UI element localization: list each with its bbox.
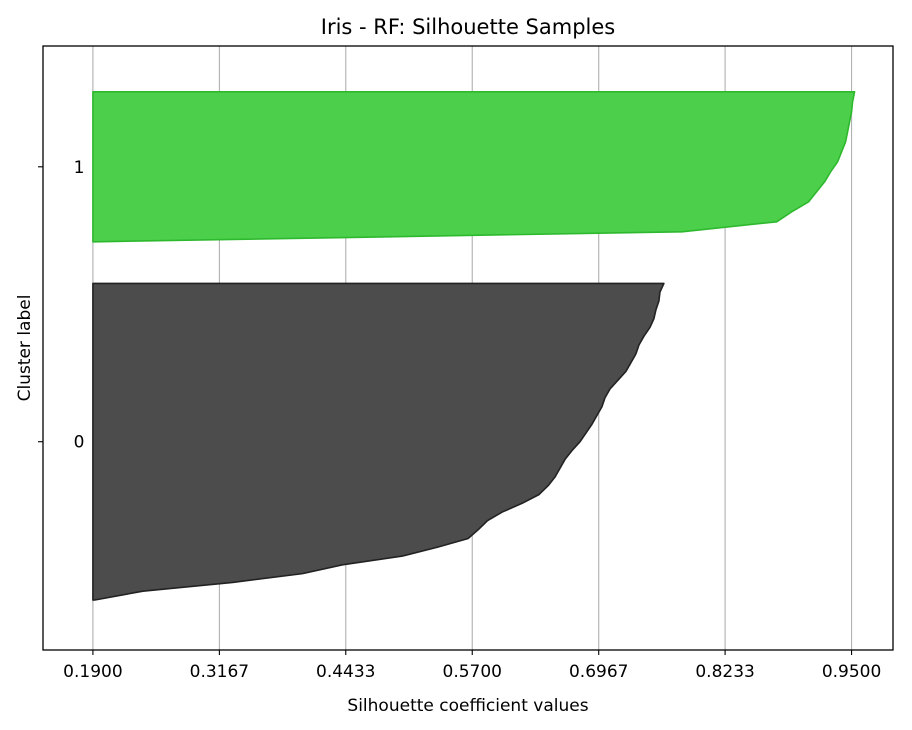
cluster-label: 1 <box>74 158 85 178</box>
x-tick-label: 0.3167 <box>190 662 249 682</box>
plot-frame <box>42 45 894 651</box>
cluster-1-fill <box>92 91 856 243</box>
x-tick-label: 0.4433 <box>316 662 375 682</box>
chart-title: Iris - RF: Silhouette Samples <box>321 15 615 39</box>
x-axis-label: Silhouette coefficient values <box>347 696 588 716</box>
y-axis-ticks: 01 <box>38 158 84 453</box>
x-axis-ticks: 0.1900 0.3167 0.4433 0.5700 0.6967 0.8233 0.95… <box>63 650 881 682</box>
x-tick-label: 0.6967 <box>569 662 628 682</box>
cluster-label: 0 <box>74 433 85 453</box>
cluster-0-fill <box>92 282 665 601</box>
x-tick-label: 0.9500 <box>822 662 881 682</box>
y-axis-label: Cluster label <box>15 295 35 402</box>
x-tick-label: 0.8233 <box>695 662 754 682</box>
x-tick-label: 0.5700 <box>443 662 502 682</box>
cluster-fills <box>92 91 856 601</box>
x-tick-label: 0.1900 <box>63 662 122 682</box>
